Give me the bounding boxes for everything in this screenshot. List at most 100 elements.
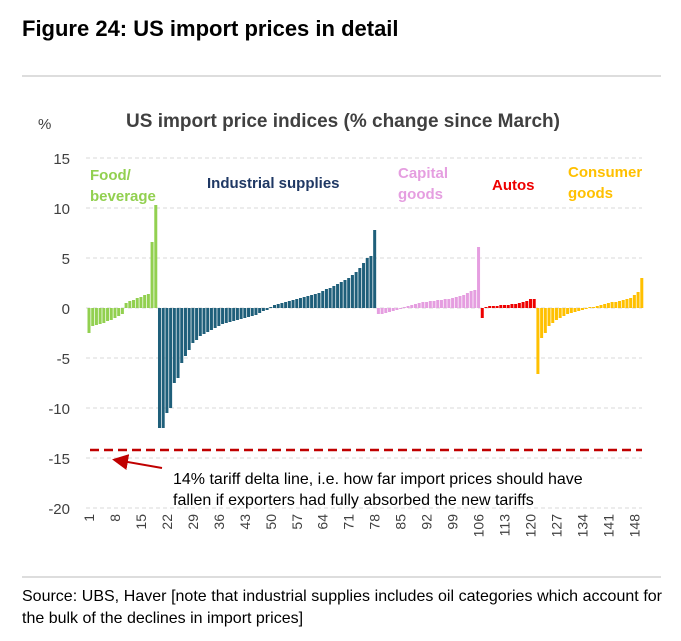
source-note: Source: UBS, Haver [note that industrial… bbox=[22, 588, 662, 627]
bar bbox=[484, 307, 488, 308]
x-tick-label: 99 bbox=[445, 514, 461, 530]
bar bbox=[176, 308, 180, 378]
x-tick-label: 134 bbox=[574, 514, 590, 538]
x-tick-label: 113 bbox=[497, 514, 513, 537]
bar bbox=[291, 300, 295, 308]
x-tick-label: 43 bbox=[237, 514, 253, 530]
bar bbox=[120, 308, 124, 314]
bar bbox=[91, 308, 95, 326]
x-tick-label: 85 bbox=[393, 514, 409, 530]
bar bbox=[317, 293, 321, 308]
bar bbox=[532, 299, 536, 308]
bar bbox=[436, 300, 440, 308]
bar bbox=[321, 291, 325, 308]
chart-title: US import price indices (% change since … bbox=[126, 111, 560, 132]
bar bbox=[525, 301, 529, 308]
bar bbox=[473, 290, 477, 308]
bar bbox=[451, 298, 455, 308]
x-tick-label: 1 bbox=[81, 514, 97, 522]
bar bbox=[499, 305, 503, 308]
x-tick-label: 78 bbox=[367, 514, 383, 530]
y-unit: % bbox=[38, 116, 51, 133]
bar bbox=[172, 308, 176, 383]
bar bbox=[421, 302, 425, 308]
y-tick-label: 10 bbox=[53, 201, 70, 218]
bar bbox=[109, 308, 113, 320]
bar bbox=[143, 295, 147, 308]
bar bbox=[310, 295, 314, 308]
x-tick-label: 120 bbox=[522, 514, 538, 538]
bar bbox=[413, 304, 417, 308]
bar bbox=[343, 280, 347, 308]
bar bbox=[543, 308, 547, 333]
bar bbox=[629, 298, 633, 308]
bar bbox=[284, 302, 288, 308]
bar bbox=[551, 308, 555, 323]
x-tick-label: 57 bbox=[289, 514, 305, 530]
bar bbox=[592, 307, 596, 308]
bar bbox=[554, 308, 558, 320]
y-tick-label: -15 bbox=[48, 451, 70, 468]
bar bbox=[276, 304, 280, 308]
bar bbox=[191, 308, 195, 343]
bar bbox=[209, 308, 213, 330]
bar bbox=[232, 308, 236, 321]
bar bbox=[599, 305, 603, 308]
bar bbox=[324, 289, 328, 308]
bar bbox=[365, 258, 369, 308]
bar bbox=[339, 282, 343, 308]
bar bbox=[465, 293, 469, 308]
bar bbox=[228, 308, 232, 322]
bar bbox=[402, 307, 406, 308]
annotation: fallen if exporters had fully absorbed t… bbox=[173, 492, 534, 509]
bar bbox=[439, 300, 443, 308]
bar bbox=[113, 308, 117, 318]
bar bbox=[447, 299, 451, 308]
bar bbox=[376, 308, 380, 314]
bar bbox=[603, 304, 607, 308]
bar bbox=[428, 301, 432, 308]
bar bbox=[432, 301, 436, 308]
bar bbox=[410, 305, 414, 308]
bar bbox=[106, 308, 110, 321]
bar bbox=[569, 308, 573, 313]
bar bbox=[640, 278, 644, 308]
bar bbox=[488, 306, 492, 308]
chart: Figure 24: US import prices in detail US… bbox=[22, 16, 661, 578]
annotation-arrow bbox=[112, 454, 163, 470]
bar bbox=[98, 308, 102, 324]
bar bbox=[503, 305, 507, 308]
bar bbox=[606, 303, 610, 308]
bar bbox=[558, 308, 562, 318]
bar bbox=[224, 308, 228, 323]
bar bbox=[562, 308, 566, 316]
bar bbox=[362, 263, 366, 308]
bar bbox=[128, 301, 132, 308]
bar bbox=[540, 308, 544, 338]
bar bbox=[528, 299, 532, 308]
bar bbox=[235, 308, 239, 320]
bar bbox=[358, 268, 362, 308]
bar bbox=[206, 308, 210, 332]
bar bbox=[102, 308, 106, 323]
bar bbox=[150, 242, 154, 308]
bar bbox=[239, 308, 243, 319]
y-tick-label: 5 bbox=[62, 251, 70, 268]
y-tick-label: -20 bbox=[48, 501, 70, 518]
bar bbox=[295, 299, 299, 308]
bar bbox=[124, 303, 128, 308]
bar bbox=[132, 300, 136, 308]
bar bbox=[250, 308, 254, 316]
bar bbox=[577, 308, 581, 311]
bar bbox=[517, 303, 521, 308]
bar bbox=[618, 301, 622, 308]
bar bbox=[595, 306, 599, 308]
x-tick-label: 71 bbox=[341, 514, 357, 530]
bar bbox=[399, 308, 403, 309]
x-tick-label: 64 bbox=[315, 514, 331, 530]
bar bbox=[161, 308, 165, 428]
bar bbox=[580, 308, 584, 310]
bar bbox=[384, 308, 388, 313]
bar bbox=[146, 294, 150, 308]
